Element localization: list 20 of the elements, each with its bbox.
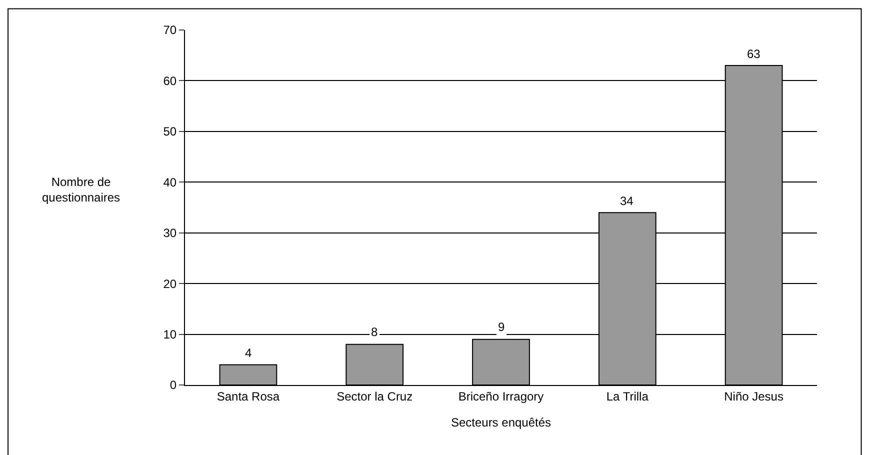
y-tick-label: 0 (170, 378, 177, 392)
y-tick-label: 40 (163, 175, 177, 190)
data-label: 9 (498, 320, 505, 334)
data-label: 63 (747, 47, 761, 61)
x-axis-title: Secteurs enquêtés (450, 415, 552, 430)
y-tick-label: 10 (163, 327, 177, 342)
y-tick-label: 30 (163, 226, 177, 240)
y-tick-label: 50 (163, 124, 177, 139)
y-tick-label: 20 (163, 276, 177, 291)
x-tick-label: Briceño Irragory (458, 389, 544, 404)
x-tick-label: Sector la Cruz (336, 389, 413, 404)
data-label: 4 (245, 346, 252, 360)
data-label: 8 (371, 325, 378, 339)
y-axis-title: Nombre de questionnaires (42, 175, 120, 205)
y-tick-label: 60 (163, 74, 177, 88)
x-tick-label: Santa Rosa (216, 389, 280, 404)
x-tick-label: La Trilla (606, 389, 649, 404)
y-tick-label: 70 (163, 23, 177, 38)
data-label: 34 (620, 194, 634, 208)
x-tick-label: Niño Jesus (724, 389, 784, 404)
